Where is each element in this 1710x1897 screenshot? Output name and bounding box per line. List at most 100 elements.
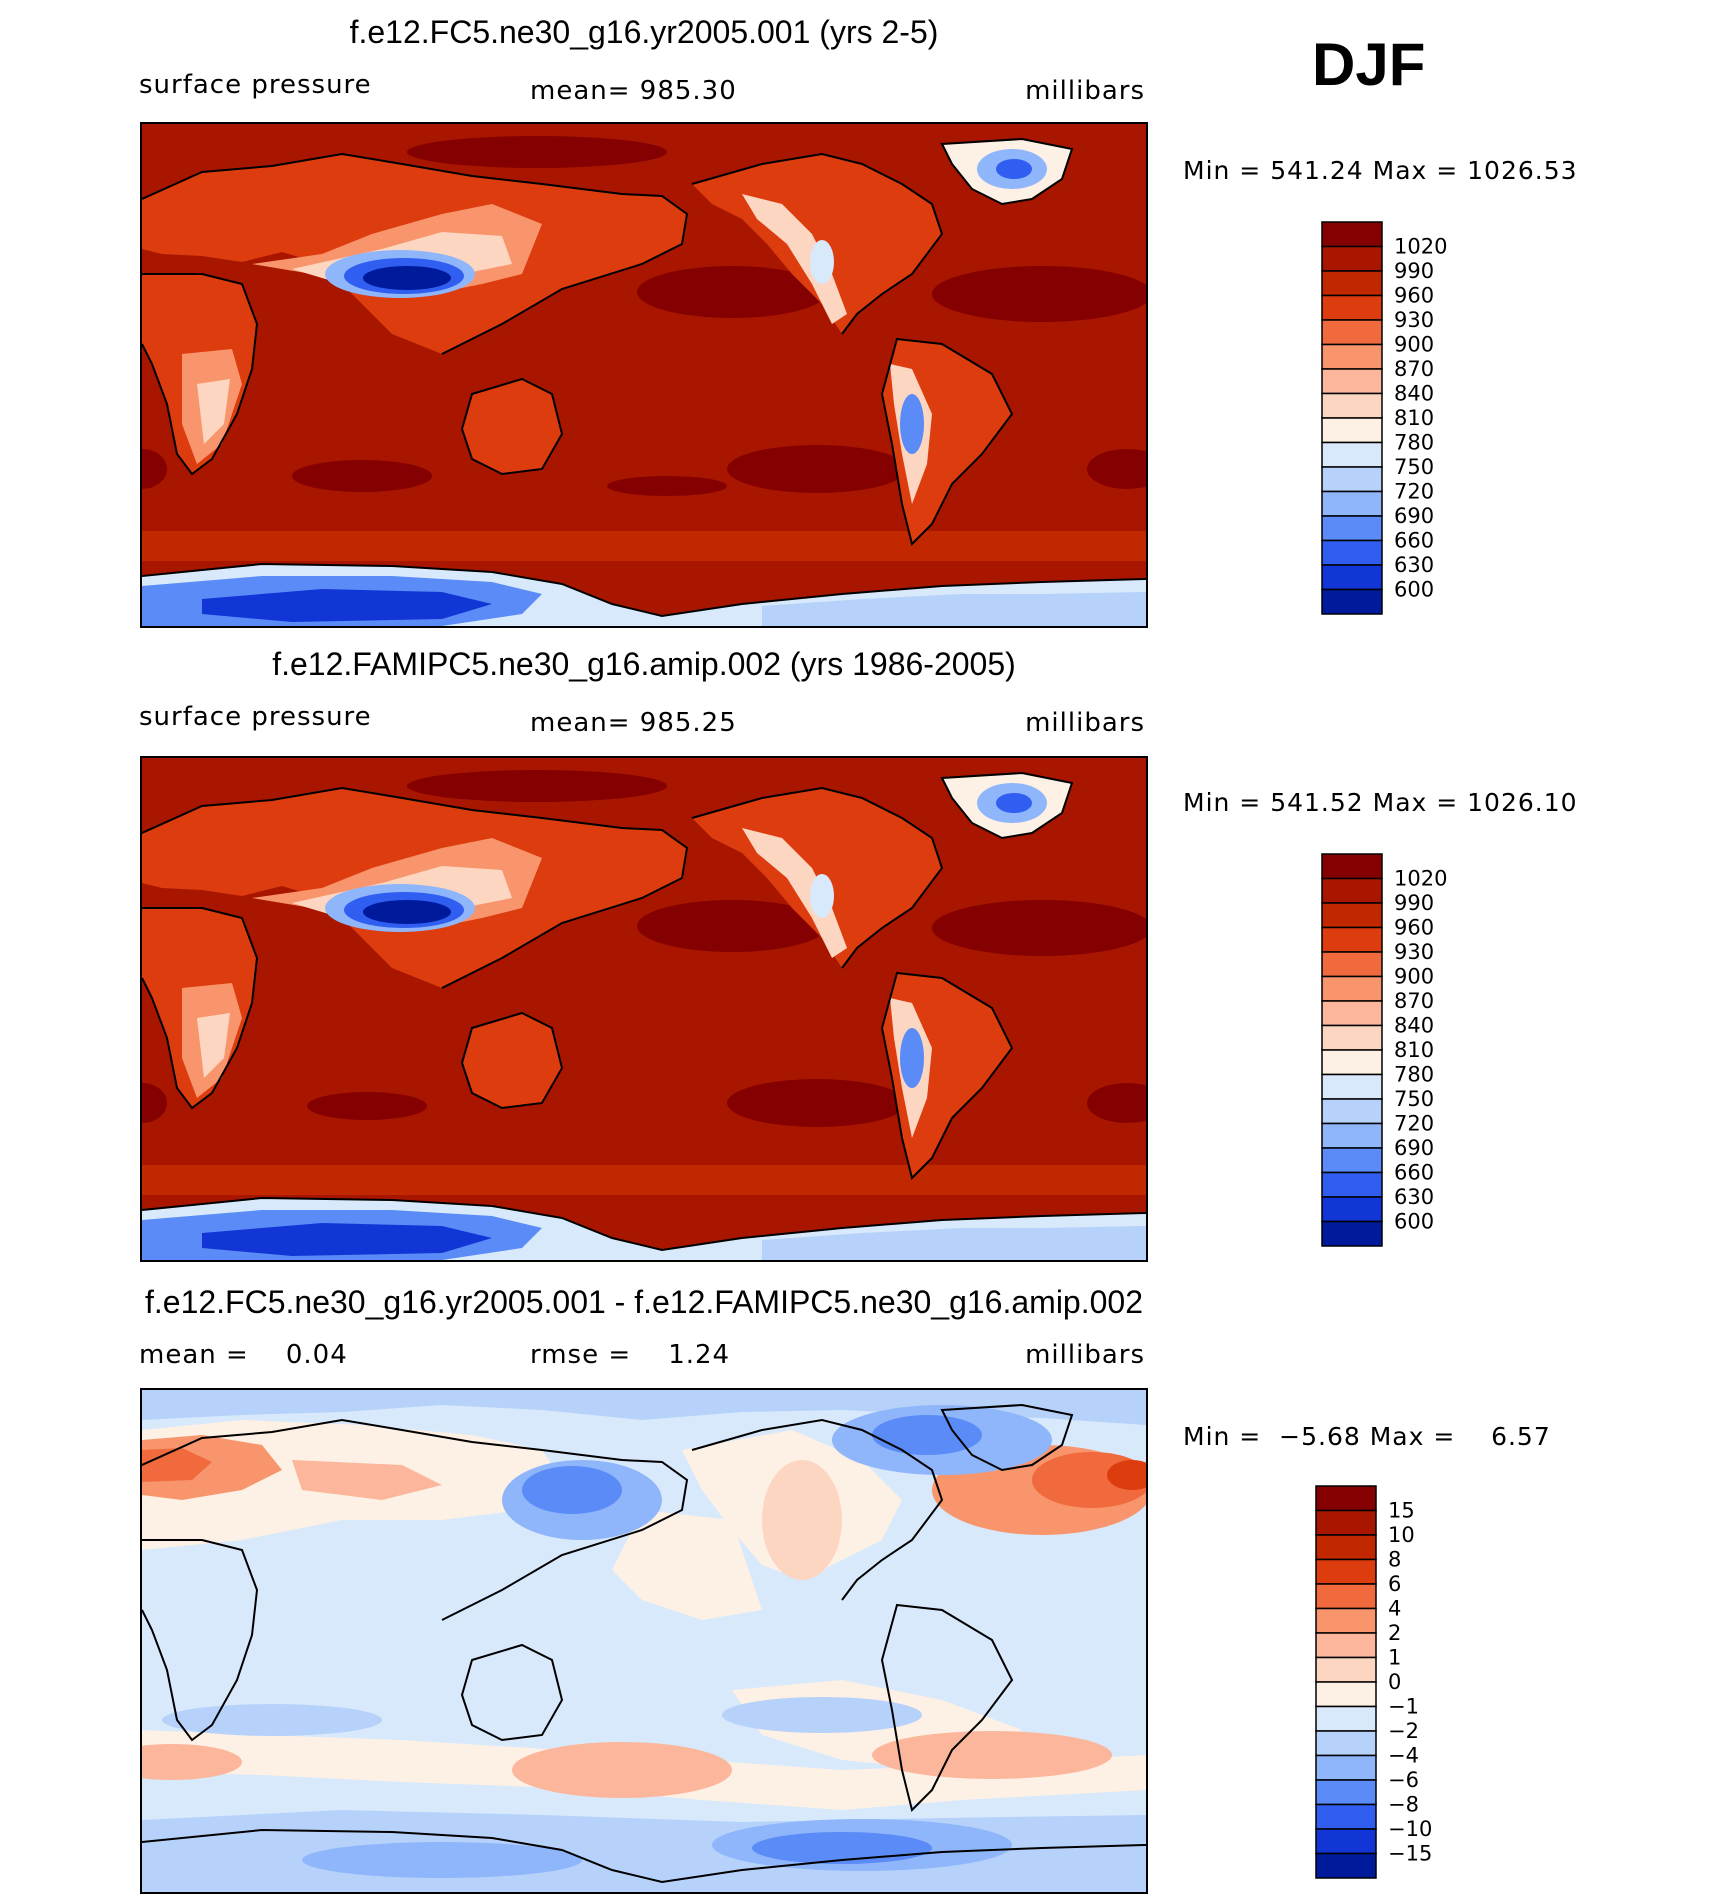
colorbar-tick-label: 690 <box>1394 504 1434 528</box>
southern-ocean-band <box>142 531 1146 561</box>
colorbar-svg: 1020990960930900870840810780750720690660… <box>1321 221 1447 615</box>
high-pressure-cell <box>142 449 167 489</box>
colorbar-tick-label: 660 <box>1394 1161 1434 1185</box>
colorbar-swatch <box>1321 368 1383 395</box>
colorbar-tick-label: −8 <box>1388 1793 1419 1817</box>
australia-land <box>462 1013 562 1108</box>
colorbar-tick-label: −1 <box>1388 1695 1419 1719</box>
colorbar-tick-label: 1 <box>1388 1646 1401 1670</box>
colorbar-swatch <box>1321 588 1383 615</box>
rocky-mountains <box>810 874 834 918</box>
colorbar-swatch <box>1321 1171 1383 1198</box>
africa-highland <box>197 1013 230 1078</box>
colorbar-swatch <box>1321 1024 1383 1051</box>
colorbar-swatch <box>1315 1534 1377 1561</box>
positive-anomaly <box>512 1742 732 1798</box>
coastlines <box>142 771 1146 1252</box>
variable-label: surface pressure <box>139 702 372 732</box>
antarctic-plateau <box>202 1223 492 1256</box>
mean-label: mean= 985.25 <box>530 708 737 738</box>
andes <box>900 394 924 454</box>
colorbar-tick-label: 780 <box>1394 431 1434 455</box>
greenland-ice <box>996 793 1032 813</box>
colorbar-swatch <box>1321 417 1383 444</box>
colorbar-swatch <box>1321 1147 1383 1174</box>
colorbar-swatch <box>1315 1779 1377 1806</box>
positive-anomaly <box>142 1744 242 1780</box>
high-pressure-cell <box>407 136 667 168</box>
colorbar-swatch <box>1315 1485 1377 1512</box>
min-max-label: Min = −5.68 Max = 6.57 <box>1183 1422 1551 1451</box>
colorbar-tick-label: 4 <box>1388 1597 1401 1621</box>
negative-anomaly <box>522 1466 622 1514</box>
colorbar-tick-label: 840 <box>1394 382 1434 406</box>
variable-label: surface pressure <box>139 70 372 100</box>
high-pressure-cell <box>1087 1083 1146 1123</box>
colorbar-swatch <box>1315 1705 1377 1732</box>
high-pressure-cell <box>727 1079 907 1127</box>
colorbar-swatch <box>1321 466 1383 493</box>
units-label: millibars <box>1025 708 1145 738</box>
positive-anomaly <box>1107 1460 1146 1490</box>
high-pressure-cell <box>307 1092 427 1120</box>
colorbar-swatch <box>1321 902 1383 929</box>
rocky-mountains <box>810 240 834 284</box>
colorbar-tick-label: 750 <box>1394 455 1434 479</box>
rocky-mountains <box>742 194 847 324</box>
colorbar-tick-label: 1020 <box>1394 235 1447 259</box>
map-plot <box>140 1388 1148 1894</box>
colorbar-swatch <box>1315 1828 1377 1855</box>
min-max-label: Min = 541.24 Max = 1026.53 <box>1183 156 1578 185</box>
positive-anomaly <box>292 1460 442 1500</box>
high-pressure-cell <box>932 900 1146 956</box>
colorbar-tick-label: 810 <box>1394 1038 1434 1062</box>
colorbar: 1020 990 960 930 900 870 840 810 780 750 720 690 660… <box>1320 220 1470 620</box>
colorbar-tick-label: 990 <box>1394 259 1434 283</box>
colorbar-swatch <box>1321 853 1383 880</box>
greenland-ice <box>996 159 1032 179</box>
colorbar-swatch <box>1321 564 1383 591</box>
tibetan-plateau <box>363 900 451 924</box>
colorbar-swatch <box>1321 1098 1383 1125</box>
high-pressure-cell <box>142 1083 167 1123</box>
southern-ocean-band <box>142 1165 1146 1195</box>
colorbar-tick-label: −10 <box>1388 1817 1432 1841</box>
min-max-label: Min = 541.52 Max = 1026.10 <box>1183 788 1578 817</box>
units-label: millibars <box>1025 1340 1145 1370</box>
colorbar-tick-label: 960 <box>1394 284 1434 308</box>
positive-anomaly <box>612 1510 762 1620</box>
colorbar-swatch <box>1321 1196 1383 1223</box>
high-pressure-cell <box>407 770 667 802</box>
panel-title: f.e12.FAMIPC5.ne30_g16.amip.002 (yrs 198… <box>272 646 1016 682</box>
antarctic-plateau <box>762 1226 1146 1260</box>
colorbar-swatch <box>1321 1000 1383 1027</box>
colorbar-swatch <box>1321 294 1383 321</box>
colorbar-tick-label: 870 <box>1394 357 1434 381</box>
colorbar-swatch <box>1315 1803 1377 1830</box>
colorbar-swatch <box>1321 1049 1383 1076</box>
colorbar-tick-label: 1020 <box>1394 867 1447 891</box>
colorbar-tick-label: 870 <box>1394 989 1434 1013</box>
colorbar-tick-label: 630 <box>1394 553 1434 577</box>
colorbar-swatch <box>1315 1754 1377 1781</box>
rocky-mountains <box>742 828 847 958</box>
colorbar-swatch <box>1315 1583 1377 1610</box>
negative-anomaly <box>142 1390 1146 1425</box>
colorbar-tick-label: 930 <box>1394 308 1434 332</box>
antarctic-plateau <box>202 589 492 622</box>
colorbar-swatch <box>1321 221 1383 248</box>
colorbar-swatch <box>1321 490 1383 517</box>
colorbar-tick-label: 630 <box>1394 1185 1434 1209</box>
coastlines <box>142 1403 1146 1884</box>
colorbar-tick-label: −2 <box>1388 1719 1419 1743</box>
high-pressure-cell <box>292 460 432 492</box>
negative-anomaly <box>872 1415 982 1455</box>
colorbar-swatch <box>1315 1852 1377 1879</box>
high-pressure-cell <box>637 266 827 318</box>
mean-label: mean = 0.04 <box>139 1340 348 1370</box>
colorbar-swatch <box>1321 319 1383 346</box>
rmse-label: rmse = 1.24 <box>530 1340 731 1370</box>
colorbar-swatch <box>1321 1220 1383 1247</box>
colorbar-svg: 1020990960930900870840810780750720690660… <box>1321 853 1447 1247</box>
